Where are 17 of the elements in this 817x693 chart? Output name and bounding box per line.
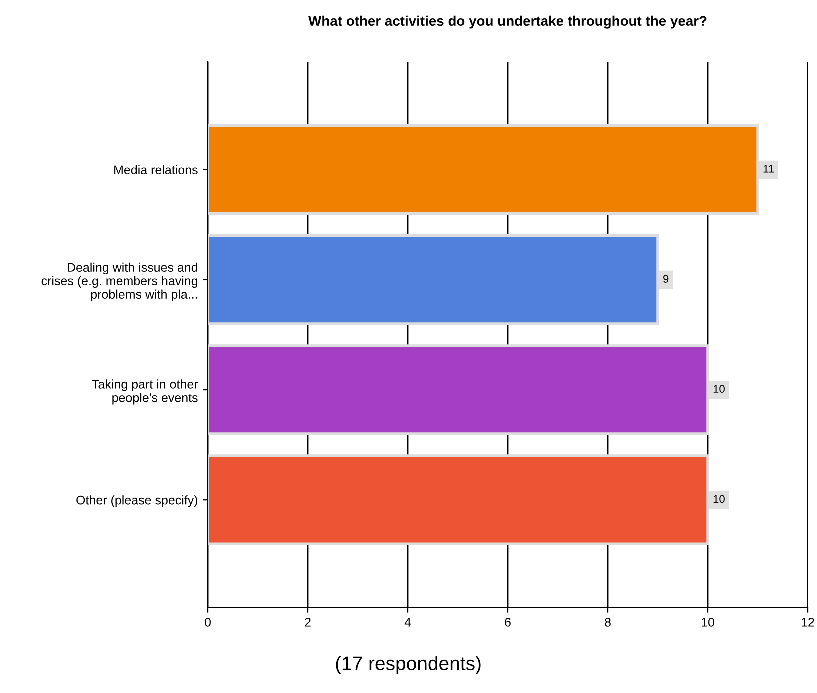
x-tick-label: 0 [205,618,211,627]
x-tick-label: 10 [702,618,714,627]
x-tick-label: 6 [505,618,511,627]
y-tick-label: Media relations [114,165,198,175]
text: (17 respondents) [336,656,481,674]
y-tick-label: Other (please specify) [76,496,198,508]
data-label: 9 [664,275,669,283]
data-label: 11 [764,165,774,173]
x-tick-label: 8 [605,618,611,627]
data-label: 10 [714,495,725,504]
data-label: 10 [714,385,725,394]
x-tick-label: 12 [802,618,814,627]
x-tick-label: 4 [404,618,412,627]
y-tick-label: Taking part in other people's events [92,380,198,405]
y-tick-label: Dealing with issues and crises (e.g. members having problems with pla... [42,262,198,302]
x-tick-label: 2 [305,618,311,627]
chart-title: What other activities do you undertake throughout the year? [308,16,707,29]
